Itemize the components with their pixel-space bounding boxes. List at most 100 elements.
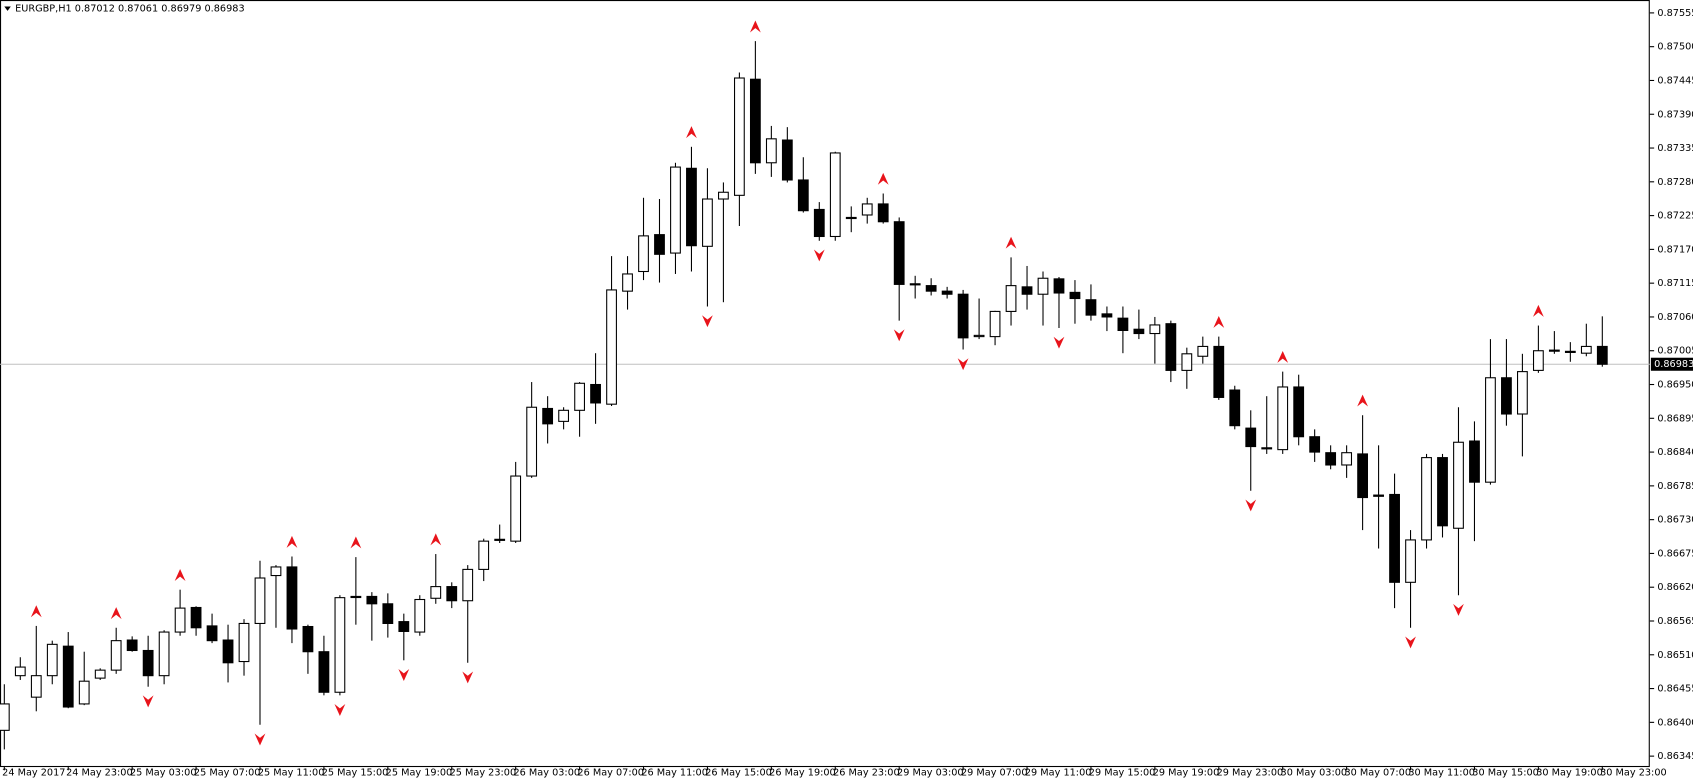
candle-up [494, 538, 506, 541]
candle-up [1181, 353, 1193, 371]
x-tick-label: 25 May 23:00 [450, 767, 517, 778]
candle-up [861, 203, 873, 216]
candle-up [270, 566, 282, 577]
header-high: 0.87061 [118, 4, 158, 15]
candle-down [1165, 323, 1177, 371]
x-tick-label: 29 May 15:00 [1089, 767, 1156, 778]
candle-down [957, 293, 969, 339]
x-tick-label: 26 May 03:00 [514, 767, 581, 778]
candle-up [1341, 452, 1353, 466]
x-tick-label: 24 May 23:00 [66, 767, 133, 778]
candle-up [430, 586, 442, 599]
candle-up [254, 577, 266, 625]
fractal-down [254, 733, 266, 746]
candle-down [781, 139, 793, 181]
y-tick-label: 0.86785 [1657, 481, 1693, 492]
candle-down [1213, 345, 1225, 398]
fractal-down [813, 249, 825, 262]
x-tick-label: 26 May 07:00 [577, 767, 644, 778]
candle-down [1373, 494, 1384, 497]
candle-down [1101, 313, 1113, 318]
candle-down [813, 208, 825, 238]
candle-up [478, 540, 490, 570]
candle-down [1293, 386, 1305, 438]
fractal-up [1532, 304, 1544, 317]
fractal-down [1053, 336, 1065, 349]
x-tick-label: 26 May 23:00 [833, 767, 900, 778]
candle-down [190, 606, 202, 629]
candle-down [590, 383, 601, 404]
candle-up [1453, 441, 1464, 529]
y-tick-label: 0.86455 [1657, 684, 1693, 695]
header-low: 0.86979 [161, 4, 201, 15]
fractal-down [893, 329, 905, 342]
candle-down [382, 603, 394, 625]
candle-up [158, 631, 170, 677]
x-tick-label: 30 May 11:00 [1408, 767, 1475, 778]
y-tick-label: 0.86675 [1657, 548, 1693, 559]
fractal-up [110, 607, 122, 620]
y-tick-label: 0.87445 [1657, 75, 1693, 86]
candle-down [446, 586, 458, 602]
candle-down [797, 179, 809, 212]
fractal-down [398, 669, 410, 681]
candle-up [1532, 350, 1544, 371]
fractal-up [286, 535, 298, 548]
y-tick-label: 0.87005 [1657, 346, 1693, 357]
x-tick-label: 30 May 03:00 [1281, 767, 1348, 778]
y-tick-label: 0.86895 [1657, 413, 1693, 424]
x-tick-label: 30 May 23:00 [1600, 767, 1667, 778]
candle-up [1037, 277, 1049, 295]
x-tick-label: 29 May 23:00 [1217, 767, 1284, 778]
candle-down [1469, 440, 1480, 483]
candle-up [1517, 371, 1528, 415]
candle-down [286, 566, 298, 630]
fractal-up [1005, 236, 1017, 249]
candle-up [702, 198, 713, 247]
x-tick-label: 25 May 03:00 [130, 767, 197, 778]
chart-header: EURGBP,H1 0.87012 0.87061 0.86979 0.8698… [15, 4, 245, 15]
candle-up [558, 409, 570, 422]
candle-down [1357, 453, 1369, 499]
candle-up [462, 568, 474, 602]
fractal-down [142, 695, 154, 708]
candle-up [765, 138, 777, 164]
fractal-up [1357, 394, 1369, 407]
candle-down [941, 290, 953, 295]
plot-frame [0, 0, 1650, 768]
candle-up [174, 607, 186, 633]
candle-up [1405, 539, 1416, 583]
y-tick-label: 0.86565 [1657, 616, 1693, 627]
candle-down [1389, 493, 1400, 583]
candle-down [1325, 452, 1337, 466]
fractal-down [1453, 603, 1464, 616]
x-tick-label: 25 May 11:00 [258, 767, 325, 778]
candle-up [414, 598, 426, 633]
candle-down [1085, 299, 1097, 316]
candle-down [206, 625, 218, 642]
candle-down [1069, 291, 1081, 300]
candle-down [1021, 286, 1033, 295]
candle-up [606, 289, 617, 405]
x-tick-label: 30 May 15:00 [1472, 767, 1539, 778]
candle-up [1485, 377, 1496, 483]
candle-down [1596, 345, 1608, 365]
y-tick-label: 0.87225 [1657, 211, 1693, 222]
candle-up [1580, 345, 1592, 354]
x-tick-label: 26 May 19:00 [769, 767, 836, 778]
candle-up [1548, 349, 1560, 352]
x-tick-label: 25 May 07:00 [194, 767, 261, 778]
collapse-icon [4, 6, 11, 11]
candle-down [1501, 377, 1512, 415]
candle-up [46, 643, 58, 677]
x-tick-label: 29 May 11:00 [1025, 767, 1092, 778]
fractal-down [702, 315, 713, 328]
